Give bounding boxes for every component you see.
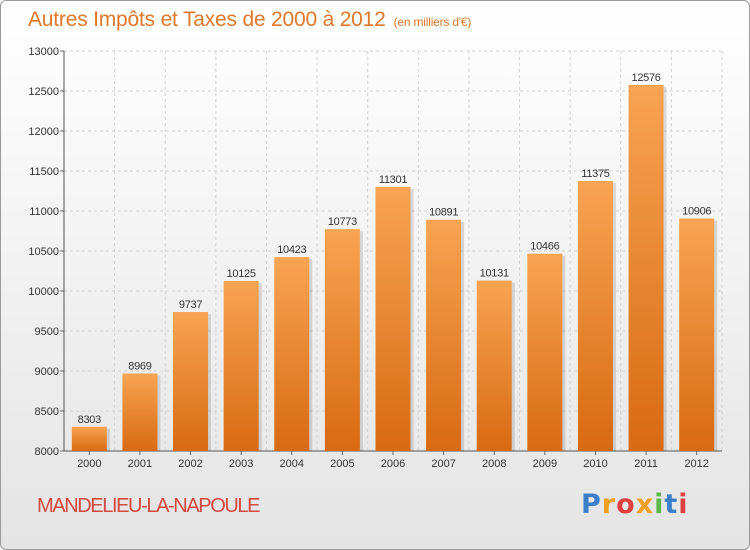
value-label: 8969 — [128, 360, 151, 372]
x-tick-label: 2001 — [128, 458, 152, 470]
chart-subtitle: (en milliers d'€) — [393, 15, 472, 29]
bar-2005 — [324, 229, 360, 451]
y-tick-label: 8000 — [35, 446, 59, 458]
value-label: 10906 — [682, 206, 711, 218]
x-tick-label: 2010 — [583, 458, 607, 470]
value-label: 10891 — [429, 207, 458, 219]
bar-2002 — [173, 312, 209, 451]
y-tick-label: 11500 — [29, 166, 59, 178]
y-tick-label: 9500 — [35, 326, 59, 338]
value-label: 10131 — [480, 268, 509, 280]
bar-2003 — [223, 281, 259, 451]
y-tick-label: 10500 — [28, 246, 59, 258]
brand-letter: o — [616, 489, 636, 520]
x-tick-label: 2011 — [634, 458, 658, 470]
bar-2009 — [527, 253, 563, 451]
brand-letter: P — [581, 489, 602, 520]
bar-2001 — [122, 373, 158, 451]
bar-2012 — [679, 218, 715, 451]
bar-2011 — [628, 84, 664, 452]
brand-letter: i — [678, 489, 689, 520]
y-tick-label: 13000 — [28, 46, 59, 58]
value-label: 10773 — [328, 216, 357, 228]
value-label: 11375 — [581, 168, 609, 180]
bar-2000 — [71, 426, 107, 451]
city-name: MANDELIEU-LA-NAPOULE — [37, 495, 260, 517]
bar-2010 — [577, 181, 613, 451]
x-tick-label: 2005 — [330, 458, 354, 470]
x-tick-label: 2000 — [77, 458, 101, 470]
x-tick-label: 2012 — [684, 458, 708, 470]
bar-2007 — [426, 219, 462, 451]
brand-logo: Proxiti — [581, 489, 689, 520]
chart-title-text: Autres Impôts et Taxes de 2000 à 2012 — [28, 8, 386, 31]
x-tick-label: 2006 — [381, 458, 405, 470]
value-label: 10466 — [530, 241, 559, 253]
brand-letter: i — [654, 489, 665, 520]
value-label: 10423 — [277, 244, 306, 256]
brand-letter: t — [664, 489, 679, 520]
y-tick-label: 8500 — [35, 406, 59, 418]
y-tick-label: 9000 — [35, 366, 59, 378]
x-tick-label: 2008 — [482, 458, 506, 470]
value-label: 11301 — [379, 174, 407, 186]
x-tick-label: 2003 — [229, 458, 253, 470]
bar-2008 — [476, 280, 512, 451]
value-label: 9737 — [179, 299, 202, 311]
value-label: 8303 — [78, 414, 101, 426]
value-label: 12576 — [632, 72, 661, 84]
bar-2004 — [274, 257, 310, 451]
chart-title: Autres Impôts et Taxes de 2000 à 2012 (en… — [28, 8, 471, 32]
x-tick-label: 2002 — [178, 458, 202, 470]
y-tick-label: 12000 — [28, 126, 59, 138]
bar-2006 — [375, 186, 411, 452]
bar-layer — [71, 84, 718, 452]
x-tick-label: 2007 — [431, 458, 455, 470]
x-tick-label: 2004 — [280, 458, 304, 470]
label-layer: 8000 8500 9000 9500 10000 10500 11000 11500 1200… — [28, 46, 711, 470]
y-tick-label: 11000 — [29, 206, 59, 218]
x-tick-label: 2009 — [533, 458, 557, 470]
brand-letter: x — [635, 489, 655, 520]
y-tick-label: 10000 — [28, 286, 59, 298]
brand-letter: r — [601, 489, 617, 520]
y-tick-label: 12500 — [28, 86, 59, 98]
value-label: 10125 — [227, 268, 256, 280]
